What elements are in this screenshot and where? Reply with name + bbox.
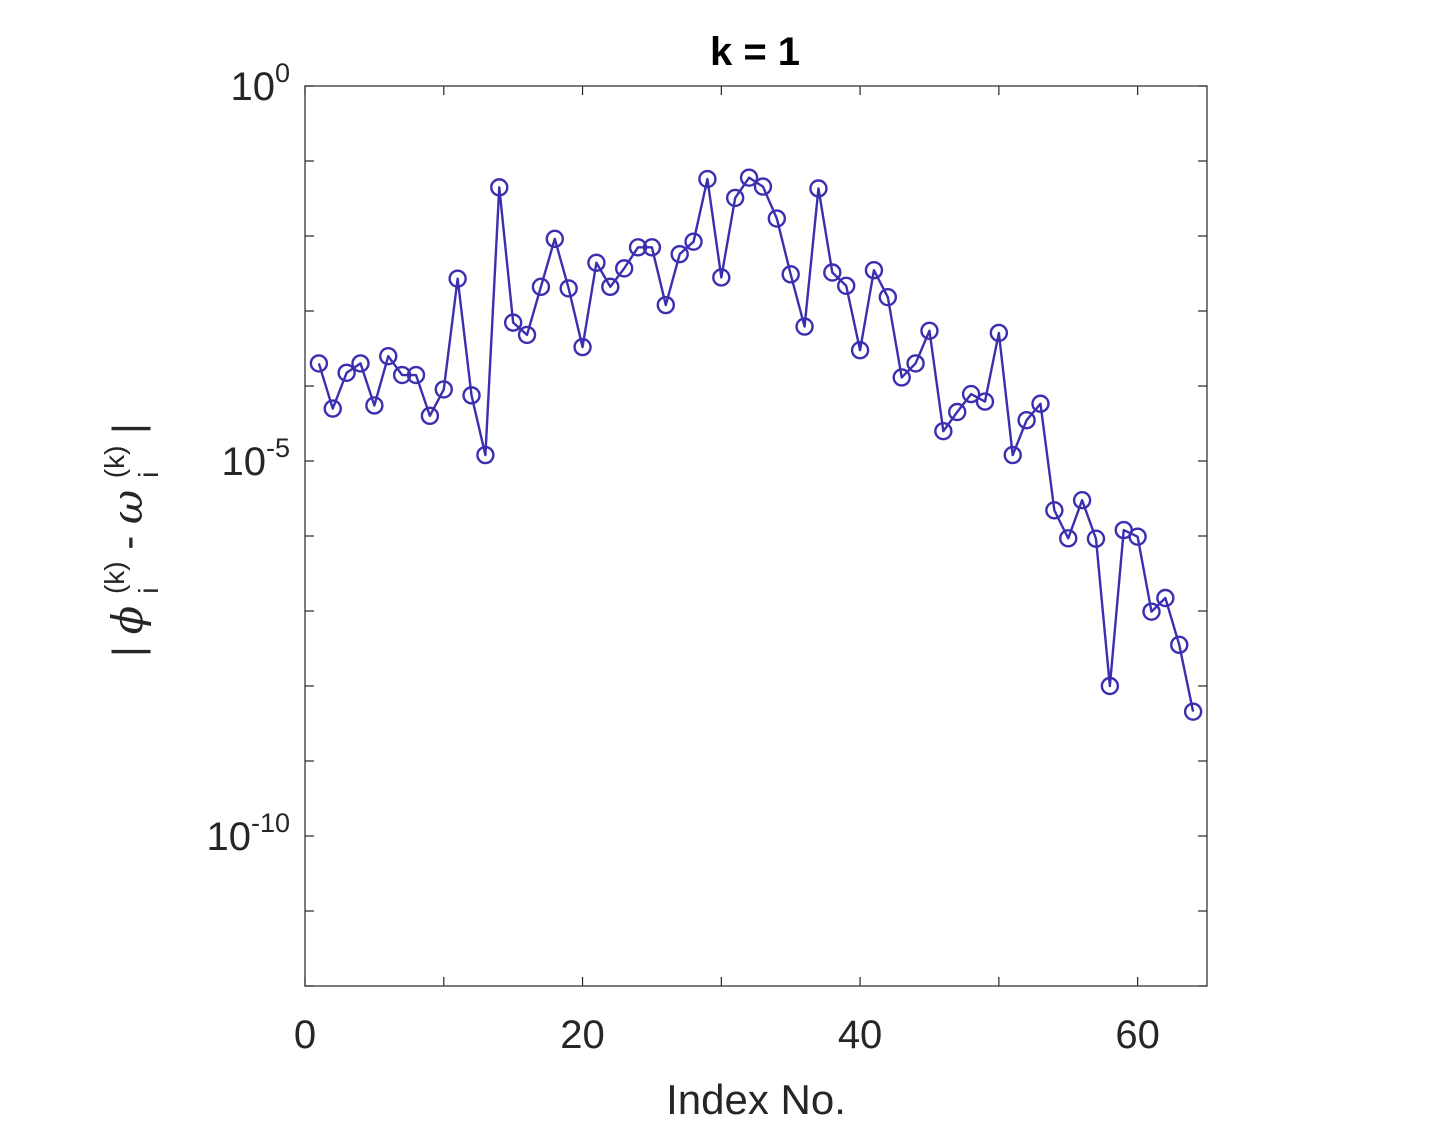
data-point bbox=[712, 268, 731, 287]
data-point bbox=[601, 277, 620, 297]
data-point bbox=[823, 263, 842, 282]
x-tick-labels: 0 20 40 60 bbox=[294, 1013, 1160, 1057]
data-point bbox=[448, 269, 467, 288]
data-point bbox=[462, 386, 481, 405]
data-point bbox=[656, 295, 675, 315]
data-point bbox=[809, 179, 828, 198]
data-point bbox=[545, 229, 564, 249]
y-tick-label: 100 bbox=[230, 58, 290, 109]
data-point bbox=[1100, 676, 1120, 696]
y-tick-labels: 100 10-5 10-10 bbox=[206, 58, 290, 859]
data-point bbox=[698, 169, 717, 189]
data-point bbox=[490, 178, 509, 197]
data-point bbox=[392, 365, 412, 385]
data-point bbox=[781, 265, 800, 284]
chart-title: k = 1 bbox=[710, 30, 800, 74]
series-markers bbox=[309, 168, 1203, 721]
data-point bbox=[517, 325, 537, 345]
data-point bbox=[365, 396, 384, 415]
data-point bbox=[1170, 635, 1189, 655]
data-point bbox=[1142, 602, 1161, 621]
y-label-k-sup-2: (k) bbox=[99, 446, 130, 479]
data-point bbox=[684, 232, 703, 251]
y-label-omega: ω bbox=[103, 490, 152, 524]
data-point bbox=[476, 445, 495, 465]
data-point bbox=[1086, 529, 1106, 548]
data-point bbox=[1003, 445, 1022, 465]
x-tick-label: 40 bbox=[838, 1013, 883, 1057]
y-tick-label: 10-5 bbox=[221, 433, 290, 484]
data-point bbox=[642, 238, 662, 257]
data-point bbox=[1183, 702, 1203, 721]
axis-ticks bbox=[304, 85, 1207, 987]
data-point bbox=[309, 354, 329, 373]
data-point bbox=[892, 368, 911, 387]
data-point bbox=[1017, 410, 1036, 430]
data-point bbox=[961, 384, 981, 404]
data-point bbox=[1045, 501, 1064, 520]
data-point bbox=[379, 346, 398, 366]
data-point bbox=[934, 421, 953, 441]
data-point bbox=[920, 321, 939, 340]
data-point bbox=[725, 188, 745, 208]
data-point bbox=[1031, 394, 1050, 413]
data-point bbox=[1128, 527, 1147, 546]
data-point bbox=[739, 168, 759, 187]
y-label-bar-right: | bbox=[104, 423, 151, 434]
x-tick-label: 0 bbox=[294, 1013, 316, 1057]
data-point bbox=[434, 380, 453, 399]
y-label-k-sup-1: (k) bbox=[99, 561, 130, 594]
plot-frame bbox=[304, 85, 1208, 987]
y-label-i-sub-1: i bbox=[133, 587, 164, 593]
y-label-minus: - bbox=[104, 524, 151, 550]
x-tick-label: 20 bbox=[560, 1013, 605, 1057]
data-point bbox=[989, 323, 1009, 343]
data-point bbox=[948, 402, 967, 422]
data-point bbox=[850, 341, 870, 360]
data-point bbox=[406, 365, 426, 385]
x-axis-label: Index No. bbox=[666, 1076, 846, 1123]
y-label-bar-left: | bbox=[104, 646, 151, 657]
data-point bbox=[795, 317, 814, 336]
data-point bbox=[614, 259, 634, 278]
data-point bbox=[837, 276, 856, 295]
data-point bbox=[670, 244, 689, 264]
data-point bbox=[1072, 491, 1092, 510]
data-point bbox=[753, 177, 773, 196]
data-point bbox=[1156, 588, 1175, 608]
y-tick-label: 10-10 bbox=[206, 808, 290, 859]
data-point bbox=[587, 253, 606, 272]
data-point bbox=[503, 313, 523, 332]
data-point bbox=[864, 260, 884, 280]
data-point bbox=[878, 287, 898, 307]
data-point bbox=[531, 277, 551, 297]
y-axis-label: | ϕ (k) i - ω (k) i | bbox=[86, 423, 167, 657]
data-point bbox=[559, 279, 578, 298]
data-point bbox=[573, 337, 592, 357]
data-point bbox=[906, 354, 925, 373]
data-point bbox=[337, 363, 356, 382]
data-point bbox=[420, 406, 440, 426]
data-point bbox=[975, 392, 995, 411]
y-label-phi: ϕ bbox=[103, 606, 152, 635]
x-tick-label: 60 bbox=[1115, 1013, 1160, 1057]
y-label-i-sub-2: i bbox=[133, 472, 164, 478]
data-point bbox=[351, 354, 370, 373]
data-point bbox=[628, 238, 648, 257]
data-point bbox=[767, 209, 787, 228]
data-point bbox=[323, 399, 342, 418]
data-point bbox=[1059, 529, 1078, 548]
